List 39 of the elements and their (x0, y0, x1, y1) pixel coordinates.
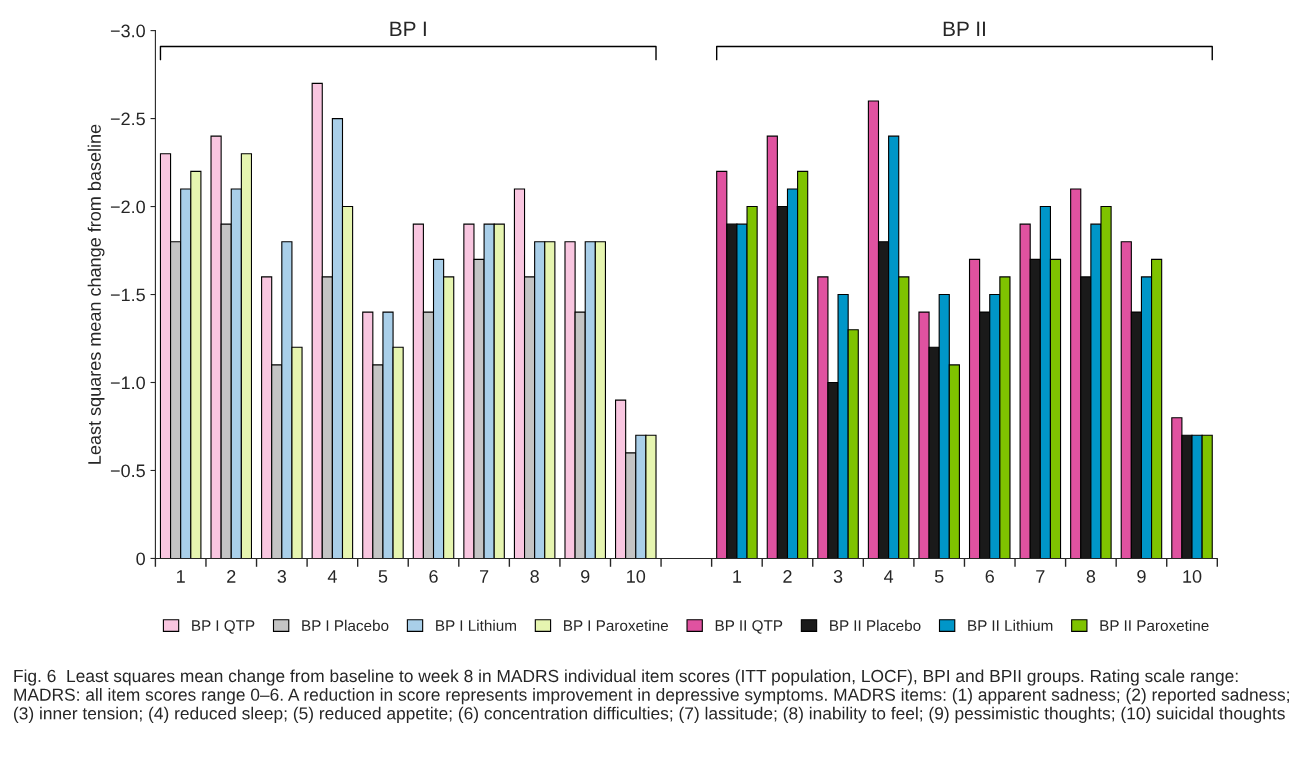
x-tick-label: 7 (1036, 570, 1045, 583)
y-tick-label: 0 (136, 552, 145, 566)
x-tick-label: 9 (581, 570, 590, 583)
legend-label: BP I Placebo (302, 619, 389, 632)
x-tick-label: 9 (1137, 570, 1146, 583)
legend-label: BP II Paroxetine (1100, 619, 1209, 632)
x-tick-label: 3 (833, 570, 843, 583)
x-tick-label: 1 (733, 570, 742, 583)
x-tick-label: 8 (1086, 570, 1096, 583)
legend-label: BP I QTP (192, 620, 255, 634)
x-tick-label: 8 (530, 570, 539, 583)
x-tick-label: 6 (429, 570, 438, 583)
x-tick-label: 2 (227, 570, 236, 583)
y-tick-label: −1.5 (110, 288, 145, 302)
x-tick-label: 4 (884, 570, 894, 583)
y-tick-label: −3.0 (110, 24, 145, 38)
x-tick-label: 1 (177, 570, 185, 583)
legend-label: BP I Paroxetine (564, 619, 669, 632)
legend-label: BP II QTP (715, 620, 783, 634)
caption: Fig. 6 Least squares mean change from baseline to week 8 in MADRS individual item scores (ITT population, LOCF), BPI and BPII groups. Rating scale range: MADRS: all item scores range 0–6. A reduction in score represents improvement in depressive symptoms. MADRS items: (1) apparent sadness; (2) reported sadness; (3) inner tension; (4) reduced sleep; (5) reduced appetite; (6) concentration difficulties; (7) lassitude; (8) inability to feel; (9) pessimistic thoughts; (10) suicidal thoughts (14, 669, 1289, 723)
annotation: BP II (943, 21, 985, 36)
y-tick-label: −2.0 (110, 200, 145, 214)
legend-label: BP I Lithium (436, 619, 516, 632)
y-tick-label: −0.5 (110, 464, 145, 478)
x-tick-label: 3 (277, 570, 287, 583)
y-tick-label: −1.0 (110, 376, 145, 390)
x-tick-label: 5 (934, 570, 944, 583)
x-tick-label: 10 (1183, 570, 1202, 583)
y-tick-label: −2.5 (110, 112, 145, 126)
x-tick-label: 7 (479, 570, 489, 583)
x-tick-label: 4 (327, 570, 337, 583)
x-tick-label: 6 (985, 570, 994, 583)
legend-label: BP II Placebo (830, 619, 921, 632)
legend-label: BP II Lithium (968, 619, 1053, 632)
annotation: BP I (390, 21, 426, 36)
x-tick-label: 5 (378, 570, 388, 583)
x-tick-label: 10 (627, 570, 646, 583)
y-axis-title: Least squares mean change from baseline (87, 124, 105, 464)
x-tick-label: 2 (783, 570, 792, 583)
